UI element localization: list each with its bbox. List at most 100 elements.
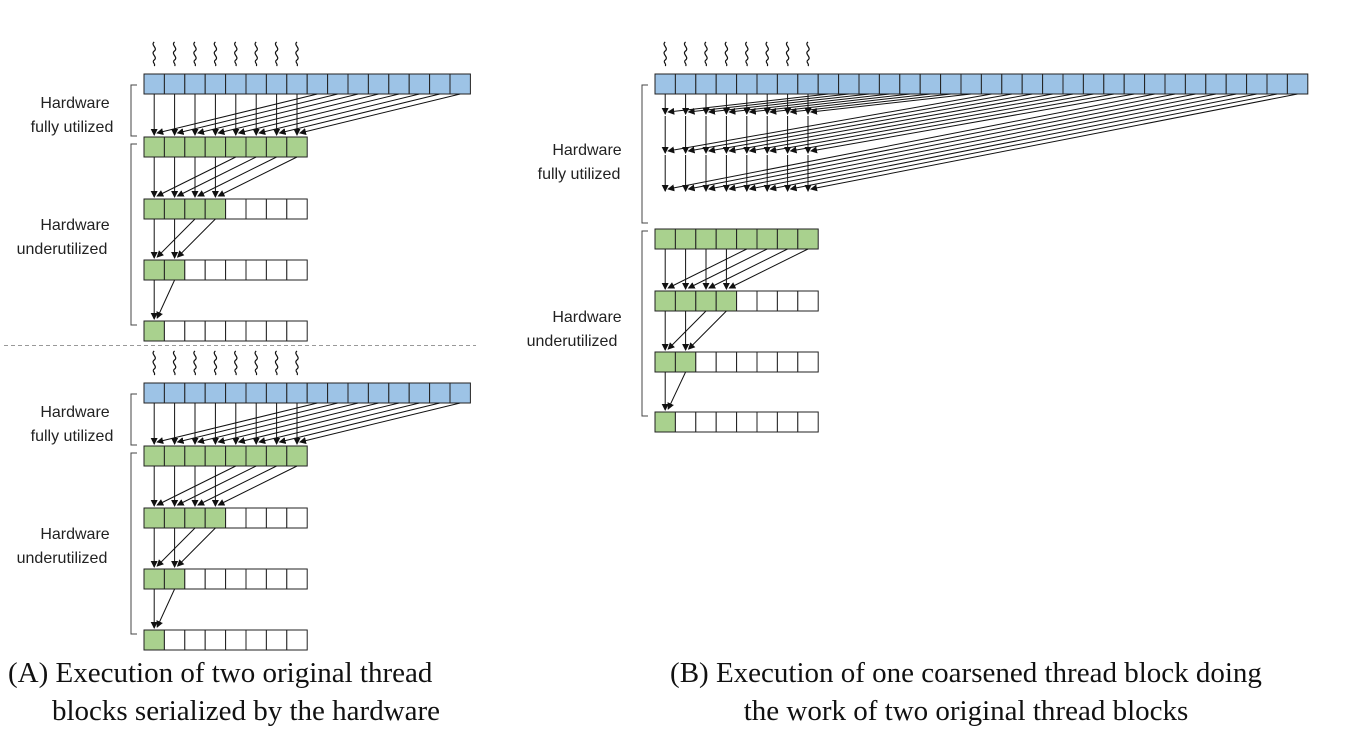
- thread-icon: [152, 350, 156, 376]
- input-element: [347, 73, 369, 95]
- input-element: [163, 73, 186, 95]
- active-element: [163, 259, 186, 281]
- reduction-arrow: [769, 93, 1257, 192]
- idle-element: [204, 629, 227, 651]
- reduction-arrow: [748, 93, 1237, 192]
- idle-element: [286, 320, 308, 342]
- thread-icon: [274, 41, 279, 67]
- idle-element: [163, 629, 186, 651]
- idle-element: [286, 507, 308, 529]
- idle-element: [245, 568, 267, 590]
- reduction-arrow: [299, 93, 461, 135]
- bracket-underutilized: [130, 143, 137, 326]
- active-element: [204, 136, 227, 158]
- reduction-arrow: [156, 93, 318, 135]
- thread-icon: [745, 41, 749, 67]
- input-element: [654, 73, 676, 95]
- idle-element: [245, 198, 267, 220]
- input-element: [1082, 73, 1105, 95]
- thread-icon: [806, 41, 810, 67]
- thread-icon: [254, 41, 258, 67]
- reduction-arrow: [728, 93, 1053, 154]
- input-element: [797, 73, 819, 95]
- idle-element: [286, 629, 308, 651]
- idle-element: [674, 411, 697, 433]
- thread-icon: [172, 350, 177, 376]
- active-element: [797, 228, 819, 250]
- reduction-arrow: [156, 465, 237, 506]
- idle-element: [163, 320, 186, 342]
- reduction-arrow: [176, 402, 338, 444]
- input-element: [715, 73, 738, 95]
- caption-a-line1: (A) Execution of two original thread: [8, 657, 433, 689]
- idle-element: [184, 568, 206, 590]
- hw-full-label-a1-line2: fully utilized: [31, 119, 114, 136]
- thread-icon: [152, 41, 156, 67]
- reduction-arrow: [156, 402, 318, 444]
- reduction-arrow: [667, 93, 1155, 192]
- active-element: [776, 228, 799, 250]
- input-element: [838, 73, 860, 95]
- reduction-arrow: [687, 93, 849, 115]
- active-element: [143, 568, 165, 590]
- idle-element: [286, 568, 308, 590]
- input-element: [265, 73, 288, 95]
- thread-icon: [193, 350, 197, 376]
- reduction-arrow: [217, 156, 298, 197]
- input-element: [225, 73, 247, 95]
- idle-element: [204, 568, 227, 590]
- idle-element: [265, 507, 288, 529]
- reduction-arrow: [667, 371, 687, 410]
- reduction-arrow: [299, 402, 461, 444]
- active-element: [756, 228, 778, 250]
- active-element: [654, 228, 676, 250]
- hw-under-label-a2-line1: Hardware: [40, 526, 109, 543]
- idle-element: [776, 290, 799, 312]
- reduction-arrow: [687, 310, 727, 350]
- input-element: [878, 73, 901, 95]
- reduction-arrow: [156, 156, 237, 197]
- reduction-arrow: [176, 527, 216, 567]
- input-element: [286, 382, 308, 404]
- active-element: [163, 568, 186, 590]
- idle-element: [695, 411, 717, 433]
- idle-element: [736, 290, 758, 312]
- input-element: [388, 382, 410, 404]
- idle-element: [184, 320, 206, 342]
- input-element: [695, 73, 717, 95]
- input-element: [184, 73, 206, 95]
- reduction-arrow: [708, 248, 788, 289]
- idle-element: [265, 629, 288, 651]
- input-element: [204, 73, 227, 95]
- active-element: [695, 290, 717, 312]
- reduction-arrow: [237, 93, 400, 135]
- active-element: [695, 228, 717, 250]
- idle-element: [286, 259, 308, 281]
- active-element: [204, 507, 227, 529]
- input-element: [1286, 73, 1309, 95]
- caption-b-line2: the work of two original thread blocks: [744, 695, 1189, 727]
- idle-element: [756, 290, 778, 312]
- active-element: [143, 507, 165, 529]
- input-element: [163, 382, 186, 404]
- reduction-arrow: [197, 93, 359, 135]
- reduction-arrow: [278, 93, 440, 135]
- input-element: [367, 73, 390, 95]
- reduction-arrow: [156, 527, 196, 567]
- active-element: [163, 198, 186, 220]
- reduction-arrow: [217, 402, 379, 444]
- active-element: [163, 445, 186, 467]
- hw-under-label-b1-line1: Hardware: [552, 309, 621, 326]
- active-element: [184, 445, 206, 467]
- input-element: [143, 382, 165, 404]
- reduction-arrow: [176, 93, 338, 135]
- reduction-arrow: [237, 402, 400, 444]
- input-element: [1266, 73, 1288, 95]
- input-element: [776, 73, 799, 95]
- thread-block-a2: Hardware fully utilized Hardware underut…: [17, 350, 471, 651]
- input-element: [1225, 73, 1248, 95]
- hw-full-label-a2-line2: fully utilized: [31, 428, 114, 445]
- thread-icon: [704, 41, 708, 67]
- reduction-arrow: [728, 248, 809, 289]
- reduction-arrow: [687, 93, 1176, 192]
